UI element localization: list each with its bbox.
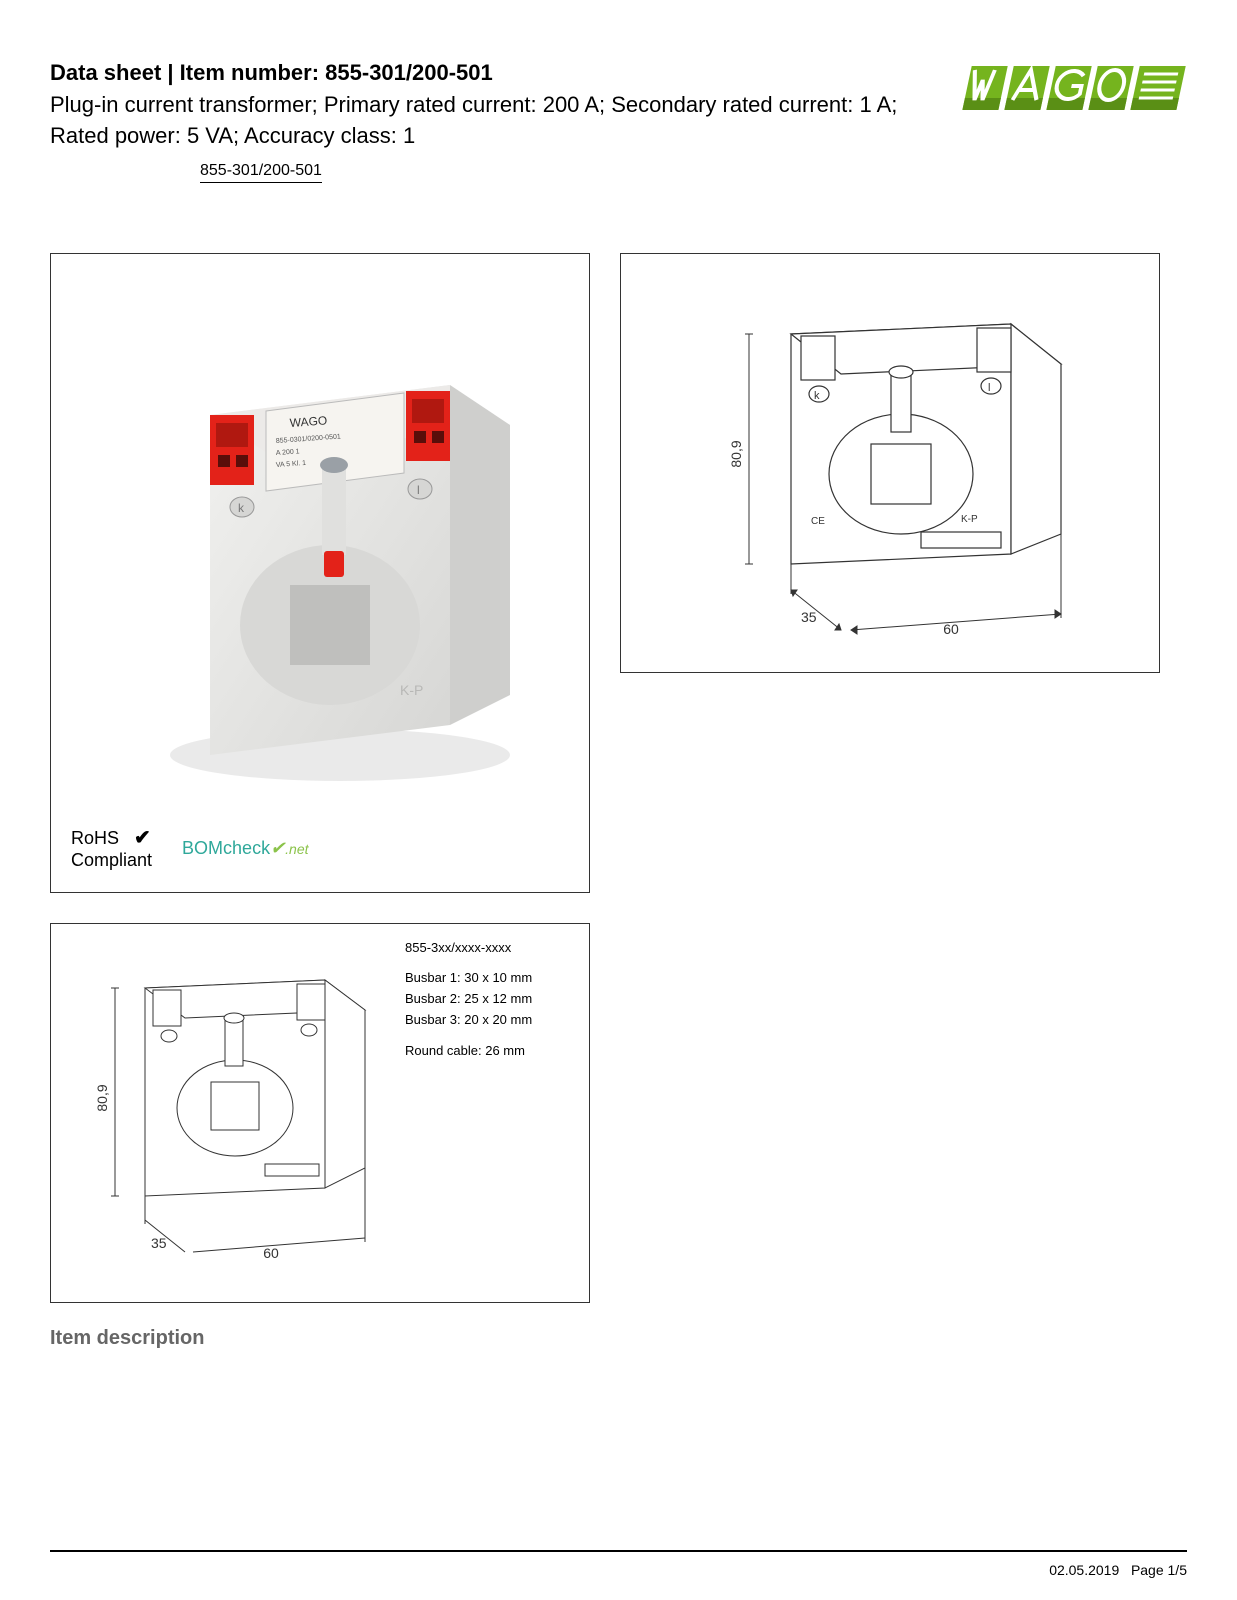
dimension-drawing-panel: k l CE K-P 80,9 35 (620, 253, 1160, 673)
product-photo-panel: WAGO 855-0301/0200-0501 A 200 1 VA 5 Kl.… (50, 253, 590, 893)
busbar-drawing: k l 80,9 35 60 (65, 938, 385, 1288)
dim-height: 80,9 (728, 440, 744, 467)
spec-model: 855-3xx/xxxx-xxxx (405, 938, 532, 959)
spec-busbar1: Busbar 1: 30 x 10 mm (405, 968, 532, 989)
dim2-width: 60 (263, 1245, 279, 1261)
spec-cable: Round cable: 26 mm (405, 1041, 532, 1062)
bomcheck-badge: BOMcheck✔.net (182, 838, 308, 859)
svg-text:K-P: K-P (400, 682, 423, 698)
rohs-badge: RoHS ✔ Compliant (71, 826, 152, 872)
subtitle: Plug-in current transformer; Primary rat… (50, 90, 950, 152)
rohs-line2: Compliant (71, 850, 152, 870)
footer-page: Page 1/5 (1131, 1562, 1187, 1578)
busbar-specs: 855-3xx/xxxx-xxxx Busbar 1: 30 x 10 mm B… (405, 938, 532, 1288)
title-separator: | (161, 60, 179, 85)
footer-date: 02.05.2019 (1049, 1562, 1119, 1578)
svg-text:l: l (306, 1026, 308, 1036)
footer: 02.05.2019 Page 1/5 (1049, 1562, 1187, 1578)
compliance-row: RoHS ✔ Compliant BOMcheck✔.net (71, 816, 569, 872)
busbar-drawing-panel: k l 80,9 35 60 855-3xx/xxxx-xxxx Bu (50, 923, 590, 1303)
dim2-depth: 35 (151, 1235, 167, 1251)
item-description-heading: Item description (50, 1327, 1187, 1350)
header-text: Data sheet | Item number: 855-301/200-50… (50, 60, 950, 183)
rohs-line1: RoHS (71, 828, 119, 848)
item-link[interactable]: 855-301/200-501 (200, 162, 322, 183)
dim-depth: 35 (801, 609, 817, 625)
svg-text:WAGO: WAGO (289, 413, 327, 430)
item-number-label: Item number: (180, 60, 319, 85)
content-area: WAGO 855-0301/0200-0501 A 200 1 VA 5 Kl.… (50, 253, 1187, 1303)
link-row: 855-301/200-501 (200, 162, 950, 183)
svg-text:l: l (988, 382, 990, 394)
svg-text:k: k (814, 390, 820, 402)
bomcheck-suffix: .net (285, 841, 308, 857)
svg-text:k: k (238, 501, 245, 515)
spec-busbar3: Busbar 3: 20 x 20 mm (405, 1010, 532, 1031)
spec-busbar2: Busbar 2: 25 x 12 mm (405, 989, 532, 1010)
wago-logo (957, 60, 1187, 116)
svg-text:l: l (417, 483, 420, 497)
footer-divider (50, 1550, 1187, 1552)
product-photo: WAGO 855-0301/0200-0501 A 200 1 VA 5 Kl.… (71, 274, 569, 816)
title-prefix: Data sheet (50, 60, 161, 85)
dim-width: 60 (943, 621, 959, 637)
svg-text:K-P: K-P (961, 514, 978, 525)
title-line: Data sheet | Item number: 855-301/200-50… (50, 60, 950, 86)
svg-text:k: k (165, 1032, 170, 1042)
item-number: 855-301/200-501 (325, 60, 493, 85)
bomcheck-text: BOMcheck (182, 838, 270, 858)
check-icon: ✔ (134, 827, 151, 849)
svg-text:CE: CE (811, 516, 825, 527)
dim2-height: 80,9 (94, 1084, 110, 1111)
header: Data sheet | Item number: 855-301/200-50… (50, 60, 1187, 183)
dimension-drawing: k l CE K-P 80,9 35 (641, 274, 1141, 654)
